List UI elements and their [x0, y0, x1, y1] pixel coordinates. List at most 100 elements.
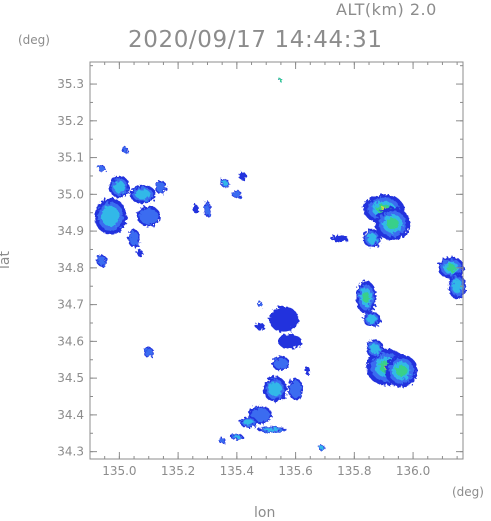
- echo-cell: [257, 301, 263, 308]
- timestamp-title: 2020/09/17 14:44:31: [128, 27, 383, 53]
- echo-low-band: [219, 438, 225, 443]
- x-tick-label: 135.8: [337, 464, 371, 478]
- echo-high-band: [386, 218, 399, 230]
- echo-high-band: [395, 365, 407, 377]
- echo-low-band: [139, 208, 158, 225]
- echo-cell: [330, 234, 349, 243]
- echo-low-band: [204, 202, 211, 216]
- x-tick-label: 135.4: [220, 464, 254, 478]
- y-tick-label: 35.0: [57, 187, 84, 201]
- echo-cell: [136, 249, 143, 257]
- y-tick-label: 34.8: [57, 261, 84, 275]
- echo-weak-band: [239, 171, 247, 181]
- echo-cell: [192, 204, 199, 214]
- echo-cell: [255, 322, 265, 331]
- echo-cell: [374, 207, 411, 241]
- echo-low-band: [144, 348, 153, 357]
- echo-cell: [257, 426, 287, 433]
- y-tick-label: 34.5: [57, 371, 84, 385]
- echo-cell: [239, 171, 247, 181]
- echo-cell: [355, 280, 377, 314]
- y-tick-label: 34.4: [57, 408, 84, 422]
- echo-moderate-band: [369, 343, 380, 354]
- echo-moderate-band: [222, 180, 228, 186]
- echo-cell: [385, 354, 418, 388]
- echo-cell: [98, 164, 106, 173]
- echo-cell: [366, 339, 384, 358]
- plot-frame: [89, 61, 464, 460]
- echo-moderate-band: [320, 446, 324, 450]
- echo-low-band: [129, 231, 139, 246]
- echo-low-band: [122, 147, 128, 153]
- echo-weak-band: [192, 204, 199, 214]
- y-tick-label: 34.7: [57, 298, 84, 312]
- echo-moderate-band: [113, 180, 126, 194]
- echo-moderate-band: [263, 427, 281, 432]
- echo-low-band: [97, 255, 106, 266]
- altitude-label: ALT(km) 2.0: [336, 0, 437, 19]
- x-axis-label: lon: [254, 505, 276, 521]
- echo-low-band: [274, 357, 288, 370]
- echo-cell: [154, 180, 167, 194]
- echo-cell: [128, 229, 140, 248]
- echo-low-band: [155, 181, 166, 193]
- echo-weak-band: [330, 234, 349, 243]
- echo-cell: [363, 311, 381, 327]
- echo-moderate-band: [367, 233, 377, 244]
- echo-weak-band: [304, 366, 310, 376]
- y-tick-label: 35.3: [57, 77, 84, 91]
- echo-moderate-band: [101, 206, 120, 227]
- echo-moderate-band: [452, 279, 463, 294]
- echo-cell: [363, 229, 381, 248]
- echo-cell: [231, 190, 243, 199]
- echo-moderate-band: [135, 189, 151, 200]
- echo-cell: [109, 175, 130, 199]
- echo-cell: [218, 437, 226, 444]
- echo-moderate-band: [243, 419, 254, 426]
- echo-low-band: [251, 407, 270, 423]
- echo-cell: [288, 378, 303, 401]
- x-tick-label: 135.6: [278, 464, 312, 478]
- echo-cell: [277, 334, 302, 349]
- echo-high-band: [446, 264, 456, 272]
- echo-high-band: [362, 291, 370, 303]
- echo-weak-band: [269, 306, 299, 333]
- echo-moderate-band: [233, 435, 241, 439]
- echo-cell: [94, 198, 127, 235]
- echo-cell: [438, 256, 465, 279]
- echo-cell: [220, 178, 230, 188]
- y-tick-label: 34.9: [57, 224, 84, 238]
- echo-weak-band: [255, 322, 265, 331]
- echo-cell: [121, 147, 129, 154]
- echo-cell: [143, 347, 155, 358]
- echo-cell: [129, 185, 157, 204]
- echo-cell: [279, 78, 283, 82]
- echo-cell: [272, 356, 290, 371]
- echo-cell: [318, 445, 326, 451]
- echo-cell: [263, 376, 287, 403]
- echo-moderate-band: [268, 381, 282, 397]
- y-unit-label: (deg): [18, 33, 50, 47]
- echo-cell: [304, 366, 310, 376]
- x-tick-label: 136.0: [396, 464, 430, 478]
- y-tick-label: 35.2: [57, 114, 84, 128]
- echo-moderate-band: [367, 315, 377, 324]
- echo-layer: [94, 78, 466, 451]
- echo-cell: [448, 273, 466, 300]
- echo-cell: [96, 254, 108, 267]
- y-tick-label: 34.3: [57, 445, 84, 459]
- x-tick-label: 135.2: [161, 464, 195, 478]
- x-tick-label: 135.0: [102, 464, 136, 478]
- echo-cell: [203, 200, 212, 218]
- echo-weak-band: [136, 249, 143, 257]
- echo-low-band: [232, 191, 241, 198]
- echo-low-band: [98, 165, 105, 172]
- echo-high-band: [279, 78, 283, 82]
- echo-low-band: [258, 302, 263, 307]
- y-tick-label: 34.6: [57, 334, 84, 348]
- echo-low-band: [289, 380, 302, 398]
- y-tick-label: 35.1: [57, 151, 84, 165]
- echo-cell: [269, 306, 299, 333]
- echo-weak-band: [277, 334, 302, 349]
